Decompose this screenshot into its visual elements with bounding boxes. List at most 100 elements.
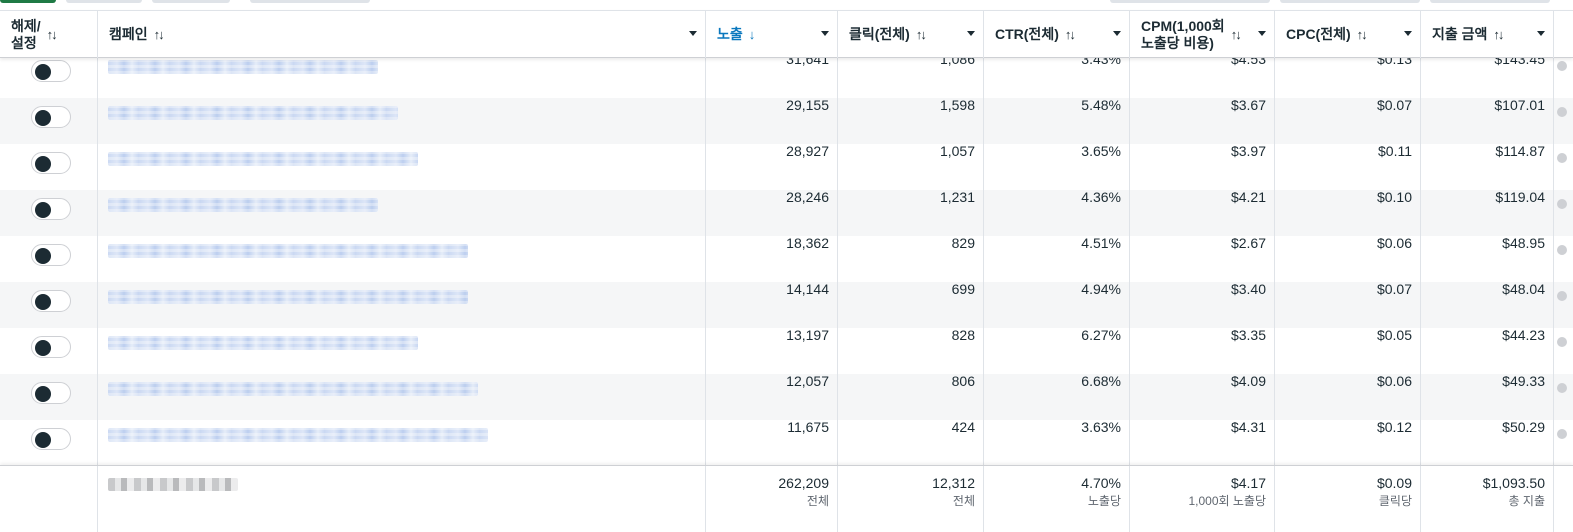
campaign-toggle[interactable] <box>31 244 71 266</box>
campaign-toggle[interactable] <box>31 290 71 312</box>
chevron-down-icon[interactable] <box>821 31 829 36</box>
redacted-campaign-name[interactable] <box>108 336 418 350</box>
col-header-ctr[interactable]: CTR(전체) ↑↓ <box>984 11 1130 58</box>
spend-value: $107.01 <box>1494 97 1545 113</box>
campaign-name-cell[interactable] <box>98 328 706 374</box>
toolbar-button-partial[interactable] <box>0 0 56 3</box>
sort-desc-icon[interactable]: ↓ <box>748 27 756 42</box>
table-row[interactable]: 29,155 1,598 5.48% $3.67 $0.07 $107.01 <box>0 97 1573 144</box>
partial-column-cell <box>1554 374 1573 420</box>
campaign-toggle[interactable] <box>31 336 71 358</box>
toggle-knob <box>35 156 51 172</box>
col-header-cpm[interactable]: CPM(1,000회 노출당 비용) ↑↓ <box>1130 11 1275 58</box>
partial-column-cell <box>1554 190 1573 236</box>
toolbar-button-partial[interactable] <box>1110 0 1270 3</box>
col-header-label: 지출 금액 <box>1432 26 1488 42</box>
cpc-value: $0.11 <box>1378 143 1412 159</box>
redacted-campaign-name[interactable] <box>108 428 488 442</box>
spend-cell: $44.23 <box>1421 327 1554 374</box>
col-header-next-partial[interactable] <box>1554 11 1573 58</box>
toggle-cell <box>0 328 98 374</box>
campaign-toggle[interactable] <box>31 428 71 450</box>
spend-value: $119.04 <box>1495 189 1545 205</box>
ctr-value: 3.63% <box>1081 419 1121 435</box>
redacted-campaign-name[interactable] <box>108 382 478 396</box>
col-header-impressions[interactable]: 노출 ↓ <box>706 11 838 58</box>
campaign-name-cell[interactable] <box>98 282 706 328</box>
redacted-campaign-name[interactable] <box>108 60 378 74</box>
sort-icon[interactable]: ↑↓ <box>1493 27 1504 42</box>
clicks-cell: 1,057 <box>838 143 984 190</box>
table-row[interactable]: 12,057 806 6.68% $4.09 $0.06 $49.33 <box>0 373 1573 420</box>
sort-icon[interactable]: ↑↓ <box>1230 27 1242 42</box>
cpm-cell: $2.67 <box>1130 235 1275 282</box>
spend-cell: $49.33 <box>1421 373 1554 420</box>
campaign-toggle[interactable] <box>31 198 71 220</box>
toolbar-button-partial[interactable] <box>1430 0 1550 3</box>
table-row[interactable]: 18,362 829 4.51% $2.67 $0.06 $48.95 <box>0 235 1573 282</box>
toggle-cell <box>0 98 98 144</box>
campaign-toggle[interactable] <box>31 382 71 404</box>
ctr-value: 3.65% <box>1081 143 1121 159</box>
campaign-name-cell[interactable] <box>98 374 706 420</box>
campaign-name-cell[interactable] <box>98 52 706 98</box>
clicks-value: 829 <box>951 235 975 251</box>
chevron-down-icon[interactable] <box>689 31 697 36</box>
col-header-cpc[interactable]: CPC(전체) ↑↓ <box>1275 11 1421 58</box>
toolbar-button-partial[interactable] <box>66 0 142 3</box>
campaign-toggle[interactable] <box>31 60 71 82</box>
sort-icon[interactable]: ↑↓ <box>46 27 58 42</box>
table-row[interactable]: 13,197 828 6.27% $3.35 $0.05 $44.23 <box>0 327 1573 374</box>
table-row[interactable]: 28,927 1,057 3.65% $3.97 $0.11 $114.87 <box>0 143 1573 190</box>
toolbar-button-partial[interactable] <box>1280 0 1420 3</box>
toolbar-button-partial[interactable] <box>152 0 230 3</box>
campaign-name-cell[interactable] <box>98 236 706 282</box>
redacted-campaign-name[interactable] <box>108 290 468 304</box>
totals-value: $1,093.50 <box>1482 475 1545 491</box>
col-header-label: 클릭(전체) <box>849 26 910 42</box>
chevron-down-icon[interactable] <box>1537 31 1545 36</box>
chevron-down-icon[interactable] <box>967 31 975 36</box>
redacted-campaign-name[interactable] <box>108 198 378 212</box>
redacted-campaign-name[interactable] <box>108 106 398 120</box>
table-row[interactable]: 28,246 1,231 4.36% $4.21 $0.10 $119.04 <box>0 189 1573 236</box>
campaign-toggle[interactable] <box>31 152 71 174</box>
col-header-clicks[interactable]: 클릭(전체) ↑↓ <box>838 11 984 58</box>
sort-icon[interactable]: ↑↓ <box>1356 27 1368 42</box>
toolbar-button-partial[interactable] <box>250 0 370 3</box>
table-row[interactable]: 14,144 699 4.94% $3.40 $0.07 $48.04 <box>0 281 1573 328</box>
chevron-down-icon[interactable] <box>1258 31 1266 36</box>
col-header-label: CPM(1,000회 노출당 비용) <box>1141 17 1225 51</box>
cpc-cell: $0.06 <box>1275 235 1421 282</box>
impressions-value: 12,057 <box>786 373 829 389</box>
clicks-cell: 828 <box>838 327 984 374</box>
sort-icon[interactable]: ↑↓ <box>915 27 927 42</box>
col-header-campaign[interactable]: 캠페인 ↑↓ <box>98 11 706 58</box>
spend-value: $114.87 <box>1495 143 1545 159</box>
impressions-value: 11,675 <box>787 419 829 435</box>
campaign-name-cell[interactable] <box>98 420 706 466</box>
sort-icon[interactable]: ↑↓ <box>153 27 165 42</box>
redacted-campaign-name[interactable] <box>108 244 468 258</box>
cpm-value: $4.21 <box>1230 189 1266 205</box>
redacted-campaign-name[interactable] <box>108 152 418 166</box>
campaign-name-cell[interactable] <box>98 98 706 144</box>
table-row[interactable]: 31,641 1,086 3.43% $4.53 $0.13 $143.45 <box>0 51 1573 98</box>
top-toolbar-strip <box>0 0 1573 10</box>
toggle-knob <box>35 248 51 264</box>
table-row[interactable]: 11,675 424 3.63% $4.31 $0.12 $50.29 <box>0 419 1573 466</box>
campaign-name-cell[interactable] <box>98 144 706 190</box>
chevron-down-icon[interactable] <box>1113 31 1121 36</box>
spend-value: $50.29 <box>1502 419 1545 435</box>
col-header-toggle[interactable]: 해제/ 설정 ↑↓ <box>0 11 98 58</box>
impressions-cell: 28,246 <box>706 189 838 236</box>
chevron-down-icon[interactable] <box>1404 31 1412 36</box>
spend-cell: $48.95 <box>1421 235 1554 282</box>
clicks-value: 1,231 <box>939 189 975 205</box>
ctr-cell: 6.27% <box>984 327 1130 374</box>
campaign-name-cell[interactable] <box>98 190 706 236</box>
toggle-cell <box>0 282 98 328</box>
campaign-toggle[interactable] <box>31 106 71 128</box>
sort-icon[interactable]: ↑↓ <box>1064 27 1076 42</box>
col-header-spend[interactable]: 지출 금액 ↑↓ <box>1421 11 1554 58</box>
